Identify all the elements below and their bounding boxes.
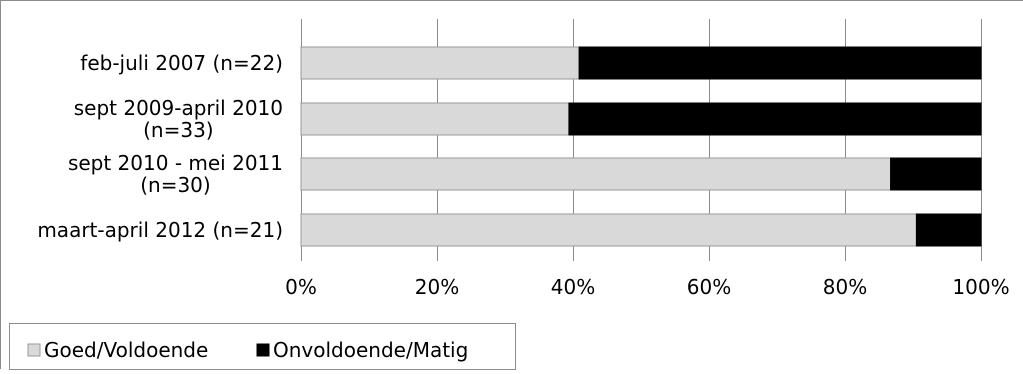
- x-tick-label: 100%: [952, 275, 1009, 299]
- bar-goed-voldoende: [300, 102, 570, 136]
- category-label-line: feb-juli 2007 (n=22): [80, 51, 283, 75]
- bar-onvoldoende-matig: [890, 157, 982, 191]
- x-tick-label: 60%: [687, 275, 731, 299]
- category-label-line: maart-april 2012 (n=21): [37, 218, 283, 242]
- legend-swatch-goed-voldoende: [27, 343, 41, 357]
- x-tick-label: 40%: [551, 275, 595, 299]
- bar-goed-voldoende: [300, 157, 892, 191]
- bar-onvoldoende-matig: [578, 46, 982, 80]
- category-label: feb-juli 2007 (n=22): [80, 51, 283, 75]
- x-tick-label: 80%: [823, 275, 867, 299]
- category-label-line: (n=30): [140, 173, 211, 197]
- category-label: sept 2009-april 2010 (n=33): [74, 96, 283, 142]
- x-tick-label: 0%: [285, 275, 317, 299]
- category-label-line: sept 2010 - mei 2011: [68, 151, 283, 175]
- legend-label: Onvoldoende/Matig: [273, 338, 468, 362]
- bar-goed-voldoende: [300, 46, 580, 80]
- category-label: sept 2010 - mei 2011 (n=30): [68, 151, 283, 197]
- category-label: maart-april 2012 (n=21): [37, 218, 283, 242]
- bar-onvoldoende-matig: [915, 213, 982, 247]
- bar-goed-voldoende: [300, 213, 917, 247]
- x-tick-label: 20%: [415, 275, 459, 299]
- category-label-line: sept 2009-april 2010: [74, 96, 283, 120]
- legend-swatch-onvoldoende-matig: [256, 343, 270, 357]
- category-label-line: (n=33): [143, 118, 214, 142]
- legend-label: Goed/Voldoende: [44, 338, 208, 362]
- bar-onvoldoende-matig: [568, 102, 982, 136]
